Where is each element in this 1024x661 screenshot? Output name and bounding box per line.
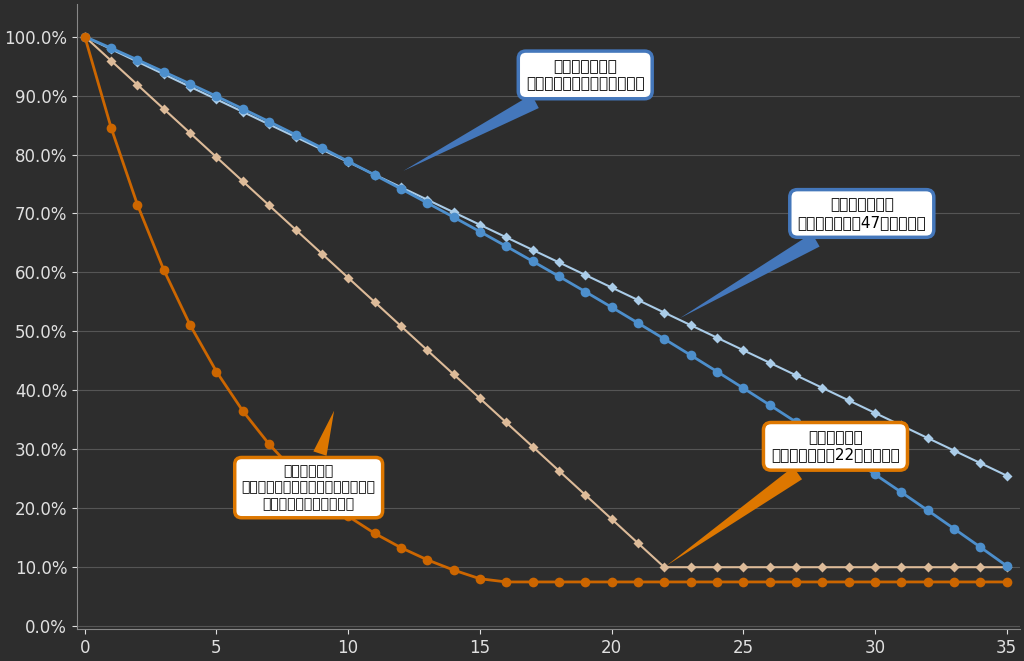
Text: 木造戸建住宅
（財）不動産流通近代化センターの
マニュアルに基づく試算: 木造戸建住宅 （財）不動産流通近代化センターの マニュアルに基づく試算	[242, 410, 376, 511]
Text: 中古マンション
（ヘドニック法による分析）: 中古マンション （ヘドニック法による分析）	[403, 59, 644, 171]
Text: 中古マンション
減価償却年数（47年）による: 中古マンション 減価償却年数（47年）による	[680, 197, 926, 318]
Text: 木造戸建住宅
減価償却年数（22年）による: 木造戸建住宅 減価償却年数（22年）による	[667, 430, 900, 566]
